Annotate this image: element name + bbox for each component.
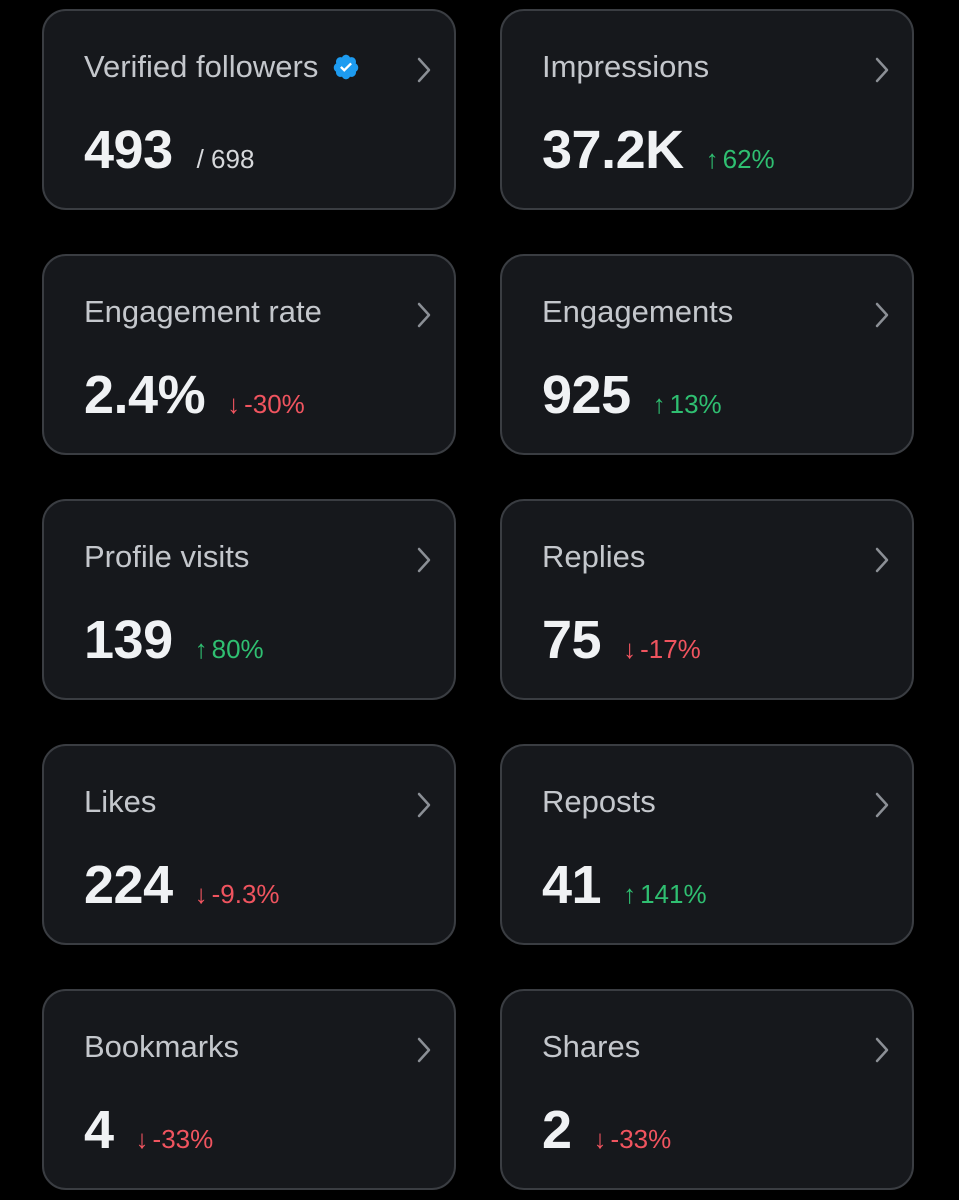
metric-change-value: 80% [211, 634, 264, 664]
arrow-down-icon: ↓ [593, 1124, 607, 1154]
card-value-row: 2 ↓ -33% [542, 1103, 671, 1157]
metric-change-value: 141% [640, 879, 707, 909]
card-label: Engagement rate [84, 294, 322, 329]
metric-value: 493 [84, 120, 173, 180]
card-label: Replies [542, 539, 646, 574]
arrow-down-icon: ↓ [194, 879, 208, 909]
metric-change-value: -33% [152, 1124, 214, 1154]
metric-value: 75 [542, 610, 602, 670]
card-profile-visits[interactable]: Profile visits 139 ↑ 80% [42, 499, 456, 700]
card-value-row: 493 / 698 [84, 123, 254, 177]
card-engagements[interactable]: Engagements 925 ↑ 13% [500, 254, 914, 455]
chevron-right-icon [875, 302, 889, 328]
card-label-text: Verified followers [84, 49, 319, 84]
metric-change-value: 13% [669, 389, 722, 419]
metric-change: ↓ -9.3% [195, 879, 280, 910]
metric-change: ↓ -33% [136, 1124, 214, 1155]
chevron-right-icon [417, 57, 431, 83]
metric-change: ↓ -33% [594, 1124, 672, 1155]
card-bookmarks[interactable]: Bookmarks 4 ↓ -33% [42, 989, 456, 1190]
arrow-down-icon: ↓ [227, 389, 241, 419]
chevron-right-icon [875, 57, 889, 83]
card-shares[interactable]: Shares 2 ↓ -33% [500, 989, 914, 1190]
metric-value: 925 [542, 365, 631, 425]
metric-value: 224 [84, 855, 173, 915]
card-value-row: 224 ↓ -9.3% [84, 858, 280, 912]
chevron-right-icon [875, 1037, 889, 1063]
arrow-down-icon: ↓ [623, 634, 637, 664]
metric-change-value: -9.3% [211, 879, 280, 909]
card-value-row: 2.4% ↓ -30% [84, 368, 305, 422]
metric-value: 37.2K [542, 120, 684, 180]
card-label: Engagements [542, 294, 734, 329]
metric-value: 4 [84, 1100, 114, 1160]
metric-value: 41 [542, 855, 602, 915]
metric-change-value: -17% [640, 634, 701, 664]
card-label: Verified followers [84, 51, 360, 82]
metric-change-value: -30% [244, 389, 305, 419]
metric-change-value: -33% [610, 1124, 672, 1154]
card-label: Reposts [542, 784, 656, 819]
card-value-row: 37.2K ↑ 62% [542, 123, 775, 177]
arrow-up-icon: ↑ [705, 144, 719, 174]
card-reposts[interactable]: Reposts 41 ↑ 141% [500, 744, 914, 945]
card-value-row: 925 ↑ 13% [542, 368, 722, 422]
card-label: Impressions [542, 49, 710, 84]
card-value-row: 41 ↑ 141% [542, 858, 707, 912]
card-likes[interactable]: Likes 224 ↓ -9.3% [42, 744, 456, 945]
arrow-up-icon: ↑ [652, 389, 666, 419]
metric-change: ↓ -30% [227, 389, 305, 420]
card-replies[interactable]: Replies 75 ↓ -17% [500, 499, 914, 700]
chevron-right-icon [875, 547, 889, 573]
card-value-row: 4 ↓ -33% [84, 1103, 213, 1157]
metric-change: ↑ 13% [653, 389, 722, 420]
arrow-down-icon: ↓ [135, 1124, 149, 1154]
metric-change: ↓ -17% [623, 634, 701, 665]
metric-change: ↑ 141% [623, 879, 707, 910]
chevron-right-icon [417, 792, 431, 818]
card-engagement-rate[interactable]: Engagement rate 2.4% ↓ -30% [42, 254, 456, 455]
metric-value: 2.4% [84, 365, 206, 425]
metric-change: ↑ 80% [195, 634, 264, 665]
card-label: Shares [542, 1029, 641, 1064]
arrow-up-icon: ↑ [623, 879, 637, 909]
metric-value: 2 [542, 1100, 572, 1160]
card-value-row: 139 ↑ 80% [84, 613, 264, 667]
card-impressions[interactable]: Impressions 37.2K ↑ 62% [500, 9, 914, 210]
metric-value: 139 [84, 610, 173, 670]
metric-change: ↑ 62% [706, 144, 775, 175]
verified-badge-icon [334, 54, 359, 79]
card-label: Likes [84, 784, 157, 819]
metric-total: / 698 [196, 144, 255, 174]
card-value-row: 75 ↓ -17% [542, 613, 701, 667]
chevron-right-icon [417, 302, 431, 328]
card-verified-followers[interactable]: Verified followers 493 / 698 [42, 9, 456, 210]
card-label: Profile visits [84, 539, 250, 574]
card-label: Bookmarks [84, 1029, 240, 1064]
metric-change-value: 62% [722, 144, 775, 174]
chevron-right-icon [875, 792, 889, 818]
chevron-right-icon [417, 547, 431, 573]
arrow-up-icon: ↑ [194, 634, 208, 664]
chevron-right-icon [417, 1037, 431, 1063]
